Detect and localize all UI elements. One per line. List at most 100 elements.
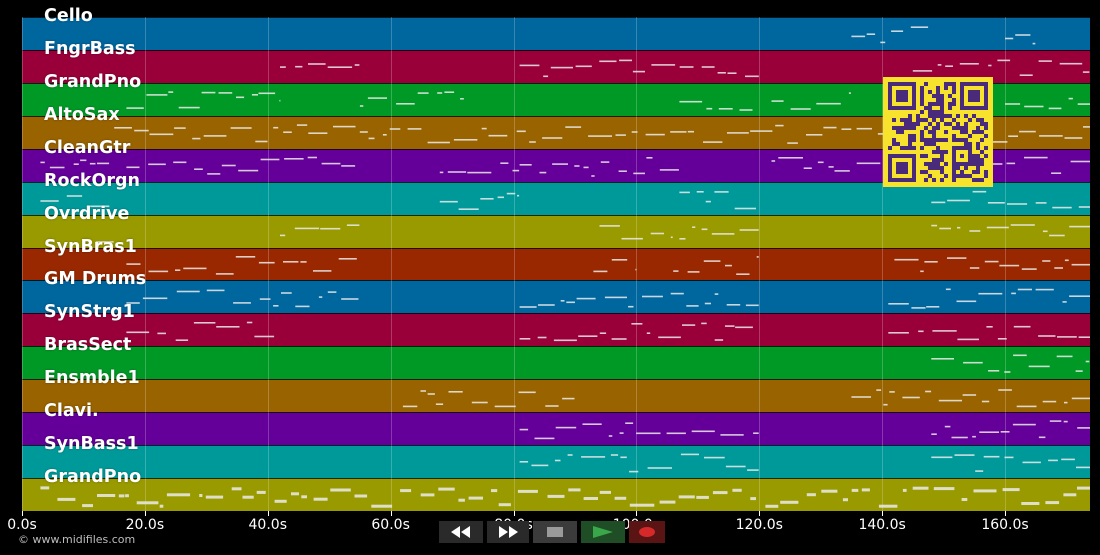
- note: [633, 172, 645, 175]
- note: [512, 169, 520, 172]
- note: [420, 493, 435, 497]
- note: [932, 330, 957, 332]
- note: [969, 230, 981, 232]
- note: [997, 59, 1011, 62]
- qr-module: [936, 110, 940, 114]
- play-button[interactable]: [581, 521, 625, 543]
- record-icon: [639, 527, 655, 537]
- qr-module: [932, 134, 936, 138]
- note: [889, 391, 895, 393]
- rewind-button[interactable]: [439, 521, 483, 543]
- grid-line: [513, 17, 515, 511]
- note: [926, 306, 940, 308]
- note: [957, 226, 961, 229]
- note: [931, 358, 954, 360]
- qr-module: [936, 138, 940, 142]
- qr-module: [944, 82, 948, 86]
- qr-module: [932, 114, 936, 118]
- qr-module: [956, 122, 960, 126]
- qr-module: [908, 146, 912, 150]
- note: [359, 105, 364, 107]
- note: [834, 170, 850, 172]
- note: [937, 64, 942, 66]
- qr-module: [896, 130, 900, 134]
- record-button[interactable]: [629, 521, 665, 543]
- note: [821, 489, 838, 493]
- qr-module: [952, 174, 956, 178]
- note: [635, 268, 637, 271]
- note: [999, 264, 1020, 267]
- qr-module: [984, 122, 988, 126]
- stop-icon: [547, 527, 563, 537]
- note: [40, 486, 50, 490]
- note: [235, 256, 256, 258]
- note: [341, 165, 356, 167]
- note: [313, 270, 332, 272]
- note: [494, 405, 516, 408]
- qr-module: [936, 166, 940, 170]
- note: [703, 141, 723, 143]
- note: [611, 259, 628, 261]
- qr-module: [972, 170, 976, 174]
- qr-module: [888, 106, 916, 110]
- qr-module: [956, 174, 960, 178]
- note: [284, 158, 304, 160]
- note: [280, 234, 286, 237]
- note: [851, 396, 871, 398]
- note: [642, 295, 663, 298]
- note: [735, 326, 753, 329]
- transport-controls: [439, 521, 665, 543]
- note: [918, 330, 924, 333]
- note: [1024, 105, 1044, 108]
- note: [1048, 459, 1058, 462]
- qr-module: [936, 146, 940, 150]
- note: [1069, 295, 1090, 297]
- note: [1000, 431, 1010, 433]
- qr-module: [948, 106, 952, 110]
- qr-module: [936, 94, 940, 98]
- qr-module: [900, 118, 904, 122]
- note: [565, 126, 582, 128]
- note: [983, 455, 1000, 458]
- note: [1063, 420, 1068, 423]
- qr-module: [928, 162, 932, 166]
- qr-module: [908, 114, 912, 118]
- track-label: RockOrgn: [44, 170, 141, 191]
- note: [750, 130, 773, 132]
- note: [313, 497, 328, 501]
- note: [1083, 126, 1090, 128]
- note: [307, 156, 317, 159]
- qr-module: [976, 178, 980, 182]
- note: [969, 267, 980, 269]
- note: [500, 162, 509, 164]
- fast-forward-icon: [499, 526, 518, 538]
- note: [951, 436, 968, 439]
- rewind-icon: [451, 526, 470, 538]
- qr-module: [980, 178, 984, 182]
- note: [539, 171, 547, 174]
- note: [230, 127, 252, 129]
- qr-module: [960, 154, 964, 158]
- qr-module: [924, 106, 928, 110]
- note: [583, 166, 589, 169]
- qr-module: [940, 138, 944, 142]
- qr-module: [976, 166, 980, 170]
- qr-module: [948, 102, 952, 106]
- qr-module: [932, 118, 936, 122]
- qr-module: [928, 174, 932, 178]
- note: [438, 487, 455, 491]
- qr-module: [920, 170, 924, 174]
- axis-tick: [636, 511, 638, 516]
- note: [961, 498, 968, 501]
- grid-line: [1005, 17, 1006, 511]
- note: [1077, 103, 1090, 105]
- note: [82, 504, 93, 508]
- note: [125, 494, 129, 498]
- note: [318, 296, 323, 298]
- fast-forward-button[interactable]: [487, 521, 529, 543]
- note: [599, 332, 607, 334]
- qr-module: [940, 154, 944, 158]
- stop-button[interactable]: [533, 521, 577, 543]
- grid-line: [22, 17, 23, 511]
- qr-module: [928, 138, 932, 142]
